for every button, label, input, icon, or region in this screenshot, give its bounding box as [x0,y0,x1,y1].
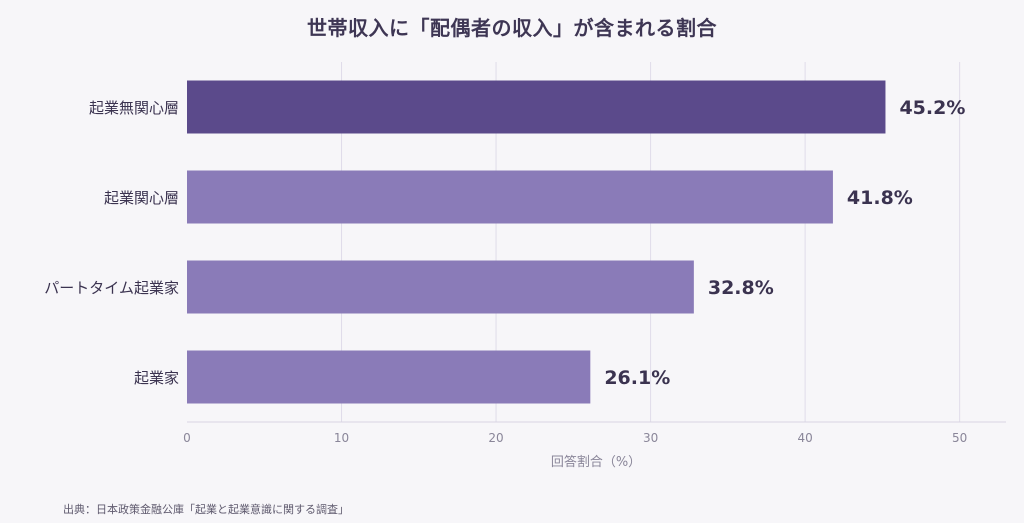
label-layer: 起業無関心層 45.2% 起業関心層 41.8% パートタイム起業家 32.8% 起業家 26… [44,97,965,389]
x-axis-title: 回答割合（%） [551,454,641,470]
bar [187,350,591,404]
category-label: 起業無関心層 [89,99,179,117]
value-label: 45.2% [899,97,965,119]
tick-layer: 0 10 20 30 40 50 [183,431,967,445]
x-tick-label: 0 [183,431,191,445]
category-label: 起業家 [134,369,179,387]
value-label: 41.8% [847,187,913,209]
bar [187,260,694,314]
x-tick-label: 10 [334,431,349,445]
value-label: 26.1% [604,367,670,389]
category-label: パートタイム起業家 [44,279,179,297]
bar [187,170,833,224]
chart-title: 世帯収入に「配偶者の収入」が含まれる割合 [307,16,717,40]
value-label: 32.8% [708,277,774,299]
bar-layer [187,80,886,404]
x-tick-label: 50 [952,431,967,445]
category-label: 起業関心層 [104,189,179,207]
x-tick-label: 30 [643,431,658,445]
x-tick-label: 40 [797,431,812,445]
source-note: 出典：日本政策金融公庫「起業と起業意識に関する調査」 [63,503,349,516]
x-tick-label: 20 [488,431,503,445]
bar [187,80,886,134]
